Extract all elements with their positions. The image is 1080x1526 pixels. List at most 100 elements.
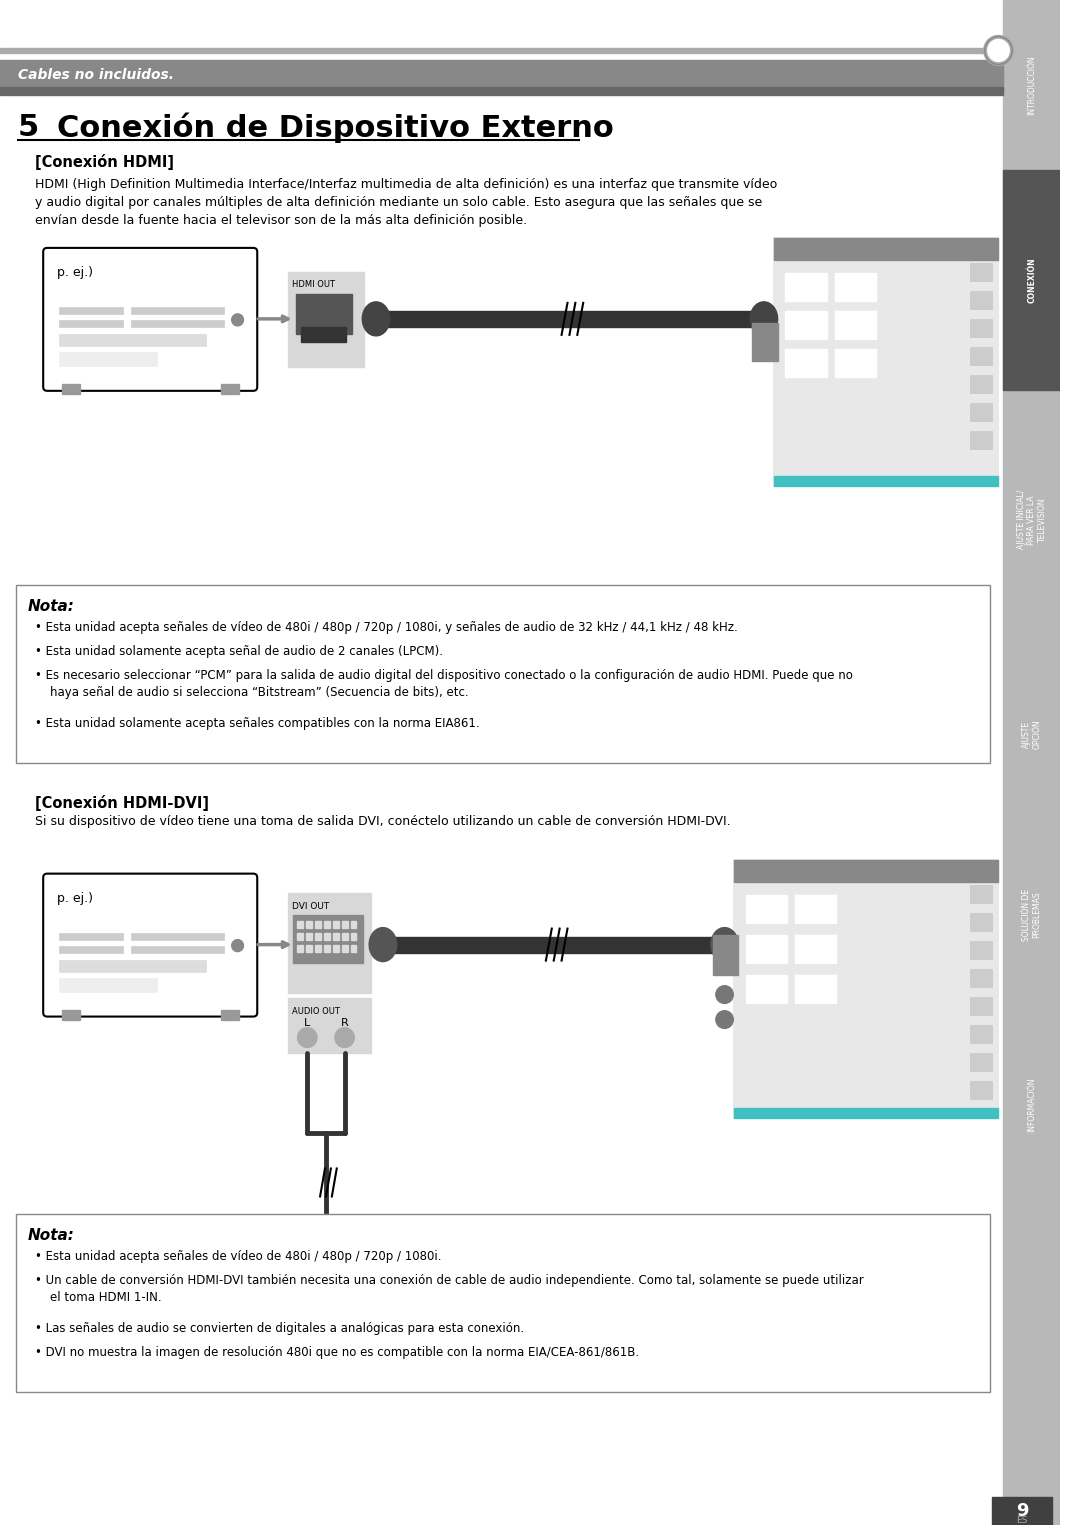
Circle shape — [335, 1027, 354, 1047]
Bar — [333, 932, 339, 940]
Bar — [341, 932, 348, 940]
Bar — [970, 375, 991, 392]
Bar — [59, 320, 123, 327]
Bar — [785, 349, 826, 377]
Bar — [970, 1024, 991, 1042]
Bar — [324, 945, 329, 952]
Bar — [48, 252, 254, 386]
Text: INTRODUCCIÓN: INTRODUCCIÓN — [1027, 55, 1037, 114]
Bar — [734, 859, 998, 1117]
Bar — [333, 945, 339, 952]
Bar — [970, 913, 991, 931]
Text: • Esta unidad solamente acepta señales compatibles con la norma EIA861.: • Esta unidad solamente acepta señales c… — [36, 717, 480, 729]
Text: • Esta unidad acepta señales de vídeo de 480i / 480p / 720p / 1080i.: • Esta unidad acepta señales de vídeo de… — [36, 1250, 442, 1264]
Bar — [1003, 169, 1061, 389]
Text: Cables no incluidos.: Cables no incluidos. — [17, 69, 174, 82]
Bar — [287, 272, 364, 366]
Bar — [734, 859, 998, 882]
Bar — [307, 932, 312, 940]
Bar — [734, 1108, 998, 1117]
Bar — [324, 932, 329, 940]
Bar — [393, 937, 715, 952]
Text: AJUSTE INICIAL/
PARA VER LA
TELEVISIÓN: AJUSTE INICIAL/ PARA VER LA TELEVISIÓN — [1017, 490, 1047, 549]
Text: ES: ES — [1016, 1515, 1028, 1524]
Bar — [287, 998, 372, 1053]
Bar — [351, 920, 356, 928]
Bar — [59, 932, 123, 940]
Bar — [795, 894, 837, 923]
Bar — [970, 430, 991, 449]
Bar — [341, 920, 348, 928]
Text: HDMI (High Definition Multimedia Interface/Interfaz multimedia de alta definició: HDMI (High Definition Multimedia Interfa… — [36, 179, 778, 227]
Ellipse shape — [369, 928, 396, 961]
Bar — [746, 894, 787, 923]
Bar — [970, 291, 991, 308]
Bar — [131, 307, 224, 314]
Bar — [0, 60, 1003, 90]
Bar — [785, 273, 826, 301]
Bar — [970, 969, 991, 987]
Bar — [835, 273, 876, 301]
Bar — [795, 934, 837, 963]
Bar — [970, 885, 991, 902]
Bar — [970, 346, 991, 365]
Bar — [970, 319, 991, 337]
Bar — [970, 1053, 991, 1071]
Text: [Conexión HDMI-DVI]: [Conexión HDMI-DVI] — [36, 795, 210, 810]
Bar — [59, 353, 157, 366]
Bar — [773, 238, 998, 485]
Text: • Esta unidad acepta señales de vídeo de 480i / 480p / 720p / 1080i, y señales d: • Esta unidad acepta señales de vídeo de… — [36, 621, 738, 633]
Circle shape — [297, 1027, 318, 1047]
Circle shape — [232, 314, 243, 327]
Bar — [386, 311, 754, 327]
Text: • Esta unidad solamente acepta señal de audio de 2 canales (LPCM).: • Esta unidad solamente acepta señal de … — [36, 644, 444, 658]
Bar — [835, 349, 876, 377]
Bar — [59, 307, 123, 314]
Text: L: L — [305, 1018, 310, 1027]
Bar — [307, 945, 312, 952]
Bar — [341, 945, 348, 952]
Bar — [307, 920, 312, 928]
Bar — [351, 945, 356, 952]
Ellipse shape — [362, 302, 390, 336]
Text: CONEXIÓN: CONEXIÓN — [1027, 256, 1037, 302]
Bar — [970, 262, 991, 281]
Bar — [991, 1497, 1053, 1526]
Circle shape — [988, 40, 1010, 61]
Bar — [62, 385, 80, 394]
Bar — [0, 47, 1003, 53]
Text: Conexión de Dispositivo Externo: Conexión de Dispositivo Externo — [57, 113, 613, 143]
Text: AUDIO OUT: AUDIO OUT — [292, 1007, 339, 1016]
Circle shape — [232, 940, 243, 952]
FancyBboxPatch shape — [43, 247, 257, 391]
Bar — [297, 932, 303, 940]
Text: SOLUCIÓN DE
PROBLEMAS: SOLUCIÓN DE PROBLEMAS — [1022, 888, 1041, 940]
Bar — [315, 932, 321, 940]
Text: • Es necesario seleccionar “PCM” para la salida de audio digital del dispositivo: • Es necesario seleccionar “PCM” para la… — [36, 668, 853, 699]
Circle shape — [716, 1010, 733, 1029]
FancyBboxPatch shape — [43, 873, 257, 1016]
Bar — [297, 945, 303, 952]
Bar — [970, 940, 991, 958]
Bar — [795, 975, 837, 1003]
Bar — [0, 87, 1003, 95]
Bar — [62, 1010, 80, 1019]
Bar — [221, 1010, 239, 1019]
Text: R: R — [340, 1018, 349, 1027]
Bar — [315, 920, 321, 928]
Bar — [59, 946, 123, 952]
Bar — [324, 920, 329, 928]
Bar — [221, 385, 239, 394]
Bar — [970, 1080, 991, 1099]
Bar — [746, 975, 787, 1003]
Bar — [293, 914, 363, 963]
Bar — [59, 334, 206, 346]
Bar — [131, 932, 224, 940]
Bar — [351, 932, 356, 940]
Bar — [773, 476, 998, 485]
Bar — [297, 920, 303, 928]
Bar — [315, 945, 321, 952]
Circle shape — [716, 986, 733, 1004]
Bar — [785, 311, 826, 339]
Bar — [296, 295, 352, 334]
